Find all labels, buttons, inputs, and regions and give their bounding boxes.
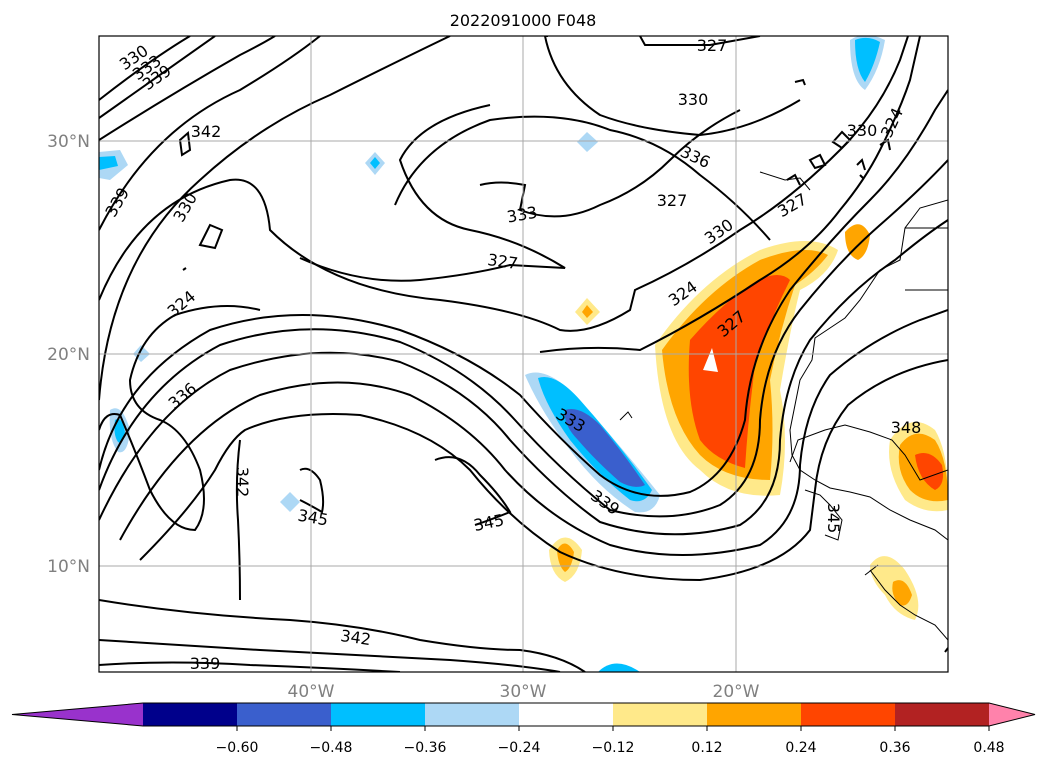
colorbar-segment [801, 703, 896, 726]
contour-label: 336 [677, 142, 713, 172]
contour-label: 348 [891, 418, 922, 437]
negative-anomaly-spot4 [577, 132, 598, 152]
colorbar-segment [613, 703, 708, 726]
contour-label: 324 [877, 105, 907, 141]
contour-label: 324 [164, 287, 200, 321]
positive-anomaly-east-high [915, 452, 944, 490]
map-frame [98, 35, 949, 673]
contour-label: 333 [505, 203, 538, 227]
negative-anomaly-west2-mid [114, 418, 125, 443]
lon-label-20w: 20°W [713, 682, 760, 702]
lon-label-30w: 30°W [500, 682, 547, 702]
contour-label: 327 [774, 189, 810, 221]
colorbar-segment [143, 703, 238, 726]
positive-anomaly-spot2-mid [582, 305, 593, 318]
colorbar-extend-high [989, 703, 1035, 726]
colorbar-segment [707, 703, 802, 726]
lon-label-40w: 40°W [288, 682, 335, 702]
contour-label: 327 [486, 250, 519, 273]
lat-label-30n: 30°N [47, 132, 90, 152]
colorbar-segment [425, 703, 520, 726]
positive-anomaly-high [688, 275, 790, 468]
shading-layer [99, 36, 948, 672]
map-title: 2022091000 F048 [450, 11, 597, 30]
contour-label: 339 [190, 654, 221, 673]
colorbar-segment [331, 703, 426, 726]
colorbar-tick-label: −0.48 [310, 740, 353, 756]
contour-label: 345 [824, 503, 843, 534]
colorbar-tick-label: −0.60 [216, 740, 259, 756]
negative-anomaly-west1-mid [99, 156, 118, 170]
contour-label: 330 [701, 215, 737, 248]
colorbar-tick-label: −0.24 [498, 740, 541, 756]
negative-anomaly-bottom [598, 663, 640, 672]
colorbar-tick-label: 0.12 [691, 740, 722, 756]
contour-label: 327 [697, 36, 728, 55]
negative-anomaly-spot3-mid [370, 157, 380, 169]
colorbar-extend-low [12, 703, 143, 726]
colorbar-segment [237, 703, 332, 726]
contour-label: 345 [296, 506, 329, 530]
contour-label: 330 [678, 90, 709, 109]
colorbar-tick-label: 0.48 [973, 740, 1004, 756]
negative-anomaly-north-mid [855, 37, 880, 82]
colorbar-tick-label: 0.36 [879, 740, 910, 756]
colorbar-tick-label: −0.12 [592, 740, 635, 756]
contour-label: 342 [233, 467, 252, 498]
colorbar-tick-label: 0.24 [785, 740, 816, 756]
colorbar-tick-label: −0.36 [404, 740, 447, 756]
anomaly-hole [703, 348, 718, 372]
map-plot-area: 330 327 333 339 342 330 324 336 342 345 … [99, 36, 948, 673]
positive-anomaly-spot1-mid [557, 543, 574, 572]
contour-label: 336 [165, 379, 201, 413]
colorbar-outline [11, 702, 1036, 727]
contour-lines [99, 36, 948, 672]
lat-label-20n: 20°N [47, 345, 90, 365]
contour-label: 330 [847, 121, 878, 140]
lat-label-10n: 10°N [47, 557, 90, 577]
colorbar: −0.60 −0.48 −0.36 −0.24 −0.12 0.12 0.24 0.36 0.4… [11, 702, 1036, 756]
gridlines [99, 36, 948, 672]
negative-anomaly-spot5 [280, 492, 300, 512]
contour-label: 330 [169, 189, 201, 225]
contour-label: 342 [339, 626, 372, 649]
colorbar-segment [895, 703, 990, 726]
contour-label: 342 [191, 122, 222, 141]
contour-label: 327 [657, 191, 688, 210]
positive-anomaly-south-mid [892, 580, 912, 606]
colorbar-segment [519, 703, 614, 726]
negative-anomaly-strong [564, 409, 645, 487]
contour-label: 345 [472, 510, 506, 535]
